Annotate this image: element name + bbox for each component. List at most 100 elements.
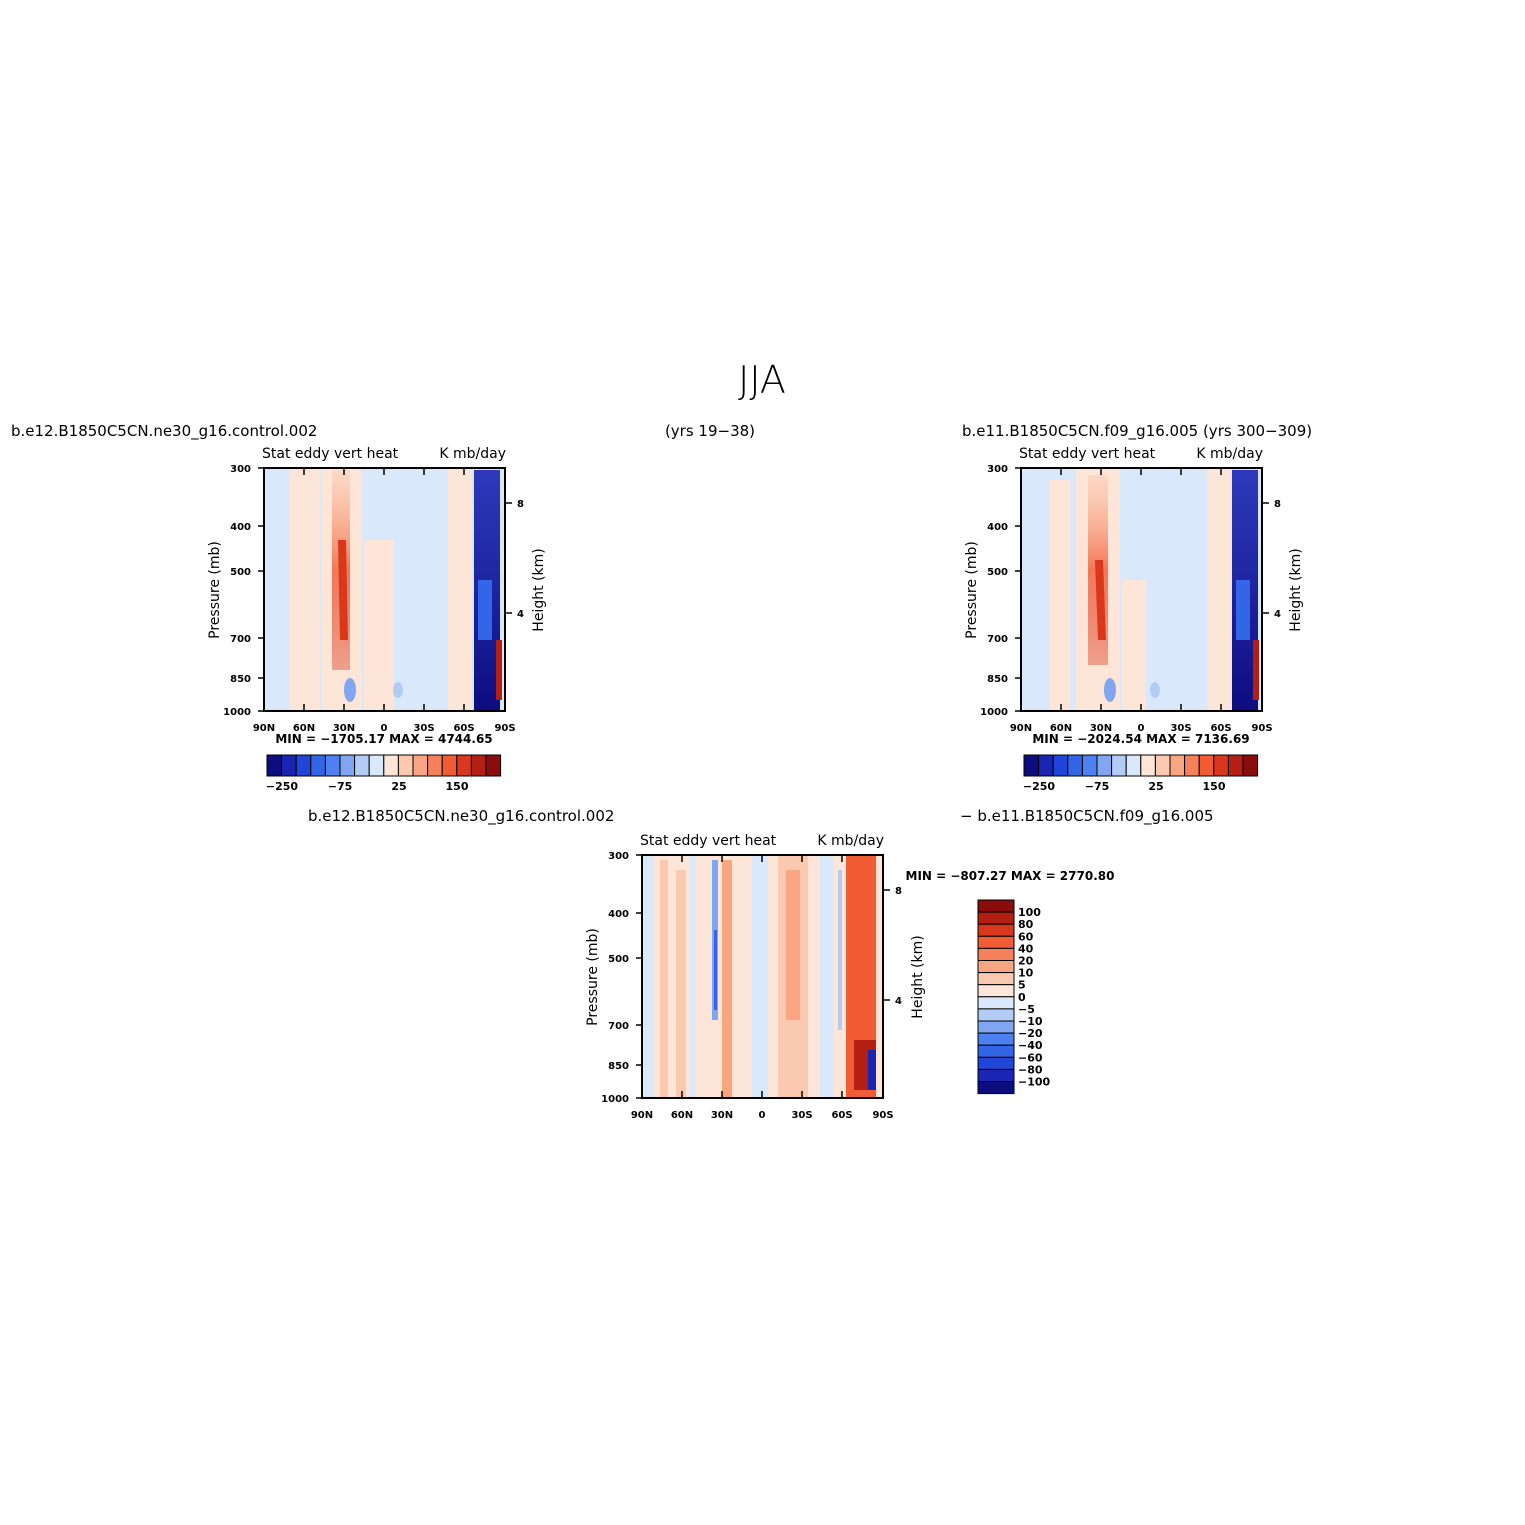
colorbar-box xyxy=(977,899,1015,913)
colorbar-box xyxy=(977,1068,1015,1083)
panel-2-min-max: MIN = −2024.54 MAX = 7136.69 xyxy=(1032,732,1249,746)
colorbar-label-25: 25 xyxy=(1148,780,1163,793)
colorbar-label: 60 xyxy=(1018,930,1034,943)
panel-2-x-axis: 90N 60N 30N 0 30S 60S 90S xyxy=(1010,468,1273,734)
colorbar-box xyxy=(977,972,1015,986)
panel-3-light-blue-15n xyxy=(752,855,768,1098)
top-right-run-label: b.e11.B1850C5CN.f09_g16.005 (yrs 300−309… xyxy=(962,422,1312,441)
y2-tick-label-4: 4 xyxy=(895,996,902,1007)
y-tick-label-300: 300 xyxy=(608,851,629,862)
panel-2-colorbar: −250 −75 25 150 xyxy=(1023,754,1259,793)
panel-3-orange-band-50n xyxy=(676,870,686,1098)
panel-2-y2-axis: 8 4 Height (km) xyxy=(1262,499,1304,632)
panel-2-warm-band-60s xyxy=(1207,468,1231,711)
panel-1-blue-blob-eq xyxy=(393,682,403,698)
colorbar-box xyxy=(368,754,385,777)
colorbar-label-150: 150 xyxy=(1203,780,1226,793)
colorbar-box xyxy=(397,754,414,777)
panel-3-units: K mb/day xyxy=(817,833,884,849)
x-tick-label-60n: 60N xyxy=(293,723,315,734)
top-left-run-label: b.e12.B1850C5CN.ne30_g16.control.002 xyxy=(11,422,317,441)
panel-3-blue-core-80s xyxy=(868,1050,876,1090)
panel-3-x-axis: 90N 60N 30N 0 30S 60S 90S xyxy=(631,855,894,1121)
bottom-left-run-label: b.e12.B1850C5CN.ne30_g16.control.002 xyxy=(308,807,614,826)
panel-3-y-label: Pressure (mb) xyxy=(585,928,601,1026)
panel-1-y2-axis: 8 4 Height (km) xyxy=(505,499,547,632)
y-tick-label-700: 700 xyxy=(608,1021,629,1032)
panel-1-polar-red xyxy=(496,640,502,700)
colorbar-box xyxy=(977,1044,1015,1058)
colorbar-box xyxy=(977,1008,1015,1022)
panel-1-warm-band-60n xyxy=(290,468,320,711)
colorbar-box xyxy=(281,754,297,777)
colorbar-box xyxy=(977,960,1015,974)
y-tick-label-700: 700 xyxy=(230,634,251,645)
y-tick-label-850: 850 xyxy=(230,674,251,685)
colorbar-box xyxy=(310,754,326,777)
colorbar-label: −20 xyxy=(1018,1027,1043,1040)
colorbar-label-150: 150 xyxy=(446,780,469,793)
panel-2-title: Stat eddy vert heat xyxy=(1019,446,1156,462)
x-tick-label-0: 0 xyxy=(381,723,388,734)
y-tick-label-300: 300 xyxy=(987,464,1008,475)
panel-1-min-max: MIN = −1705.17 MAX = 4744.65 xyxy=(275,732,492,746)
colorbar-box xyxy=(485,754,502,777)
panel-3-orange-band-60n xyxy=(660,860,668,1098)
y-tick-label-850: 850 xyxy=(987,674,1008,685)
panel-3-colorbar-boxes xyxy=(977,899,1015,1095)
x-tick-label-90n: 90N xyxy=(253,723,275,734)
colorbar-box xyxy=(324,754,341,777)
figure-title: JJA xyxy=(738,358,786,402)
colorbar-box xyxy=(1213,754,1229,777)
x-tick-label-90s: 90S xyxy=(494,723,515,734)
x-tick-label-60s: 60S xyxy=(453,723,474,734)
y2-tick-label-8: 8 xyxy=(1274,499,1281,510)
panel-1-plot-area xyxy=(263,467,506,712)
colorbar-box xyxy=(1140,754,1156,777)
colorbar-label: 10 xyxy=(1018,967,1034,980)
colorbar-label: −10 xyxy=(1018,1015,1043,1028)
panel-3-y-axis: 300 400 500 700 850 1000 Pressure (mb) xyxy=(585,851,642,1105)
bottom-right-run-label: − b.e11.B1850C5CN.f09_g16.005 xyxy=(960,807,1214,826)
colorbar-box xyxy=(354,754,370,777)
panel-2-warm-band-eq xyxy=(1122,580,1146,711)
panel-3-y2-axis: 8 4 Height (km) xyxy=(883,886,926,1019)
colorbar-box xyxy=(977,984,1015,998)
colorbar-box xyxy=(1096,754,1113,777)
colorbar-label-neg250: −250 xyxy=(1023,780,1056,793)
x-tick-label-30n: 30N xyxy=(1090,723,1112,734)
top-center-years-label: (yrs 19−38) xyxy=(665,422,755,440)
panel-1-y-label: Pressure (mb) xyxy=(207,541,223,639)
colorbar-box xyxy=(470,754,487,777)
y-tick-label-1000: 1000 xyxy=(223,707,251,718)
colorbar-box xyxy=(977,923,1015,937)
x-tick-label-60s: 60S xyxy=(1210,723,1231,734)
y-tick-label-500: 500 xyxy=(230,567,251,578)
colorbar-label-neg250: −250 xyxy=(266,780,299,793)
colorbar-box xyxy=(412,754,429,777)
colorbar-box xyxy=(1111,754,1127,777)
colorbar-box xyxy=(1052,754,1069,777)
y-tick-label-300: 300 xyxy=(230,464,251,475)
colorbar-label: −60 xyxy=(1018,1051,1043,1064)
colorbar-box xyxy=(1169,754,1186,777)
colorbar-box xyxy=(295,754,312,777)
panel-2-y-axis: 300 400 500 700 850 1000 Pressure (mb) xyxy=(964,464,1021,718)
panel-3-light-blue-45s xyxy=(820,855,834,1098)
panel-2-warm-band-60n xyxy=(1050,480,1070,711)
y2-tick-label-8: 8 xyxy=(895,886,902,897)
panel-1-title: Stat eddy vert heat xyxy=(262,446,399,462)
colorbar-box xyxy=(339,754,356,777)
x-tick-label-30n: 30N xyxy=(333,723,355,734)
panel-2-blue-blob-30n xyxy=(1104,678,1116,702)
panel-3: Stat eddy vert heat K mb/day 300 400 500 xyxy=(585,833,1114,1121)
colorbar-box xyxy=(977,911,1015,925)
x-tick-label-90s: 90S xyxy=(872,1110,893,1121)
y-tick-label-1000: 1000 xyxy=(980,707,1008,718)
x-tick-label-30n: 30N xyxy=(711,1110,733,1121)
y2-tick-label-8: 8 xyxy=(517,499,524,510)
panel-3-plot-area xyxy=(641,854,884,1099)
colorbar-box xyxy=(1081,754,1098,777)
